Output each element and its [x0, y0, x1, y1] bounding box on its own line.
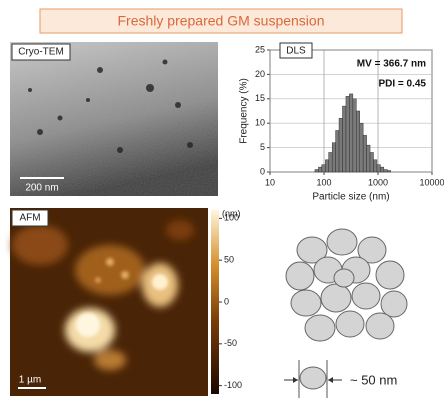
panel-label: Cryo-TEM: [18, 47, 64, 58]
bar: [339, 118, 342, 172]
bar: [336, 131, 339, 172]
annotation: MV = 366.7 nm: [357, 59, 426, 70]
scale-bar-label: 200 nm: [25, 183, 58, 194]
x-axis-label: Particle size (nm): [312, 192, 389, 203]
bar: [325, 160, 328, 172]
y-tick-label: 15: [255, 93, 265, 103]
bar: [318, 167, 321, 172]
particle-model: [286, 229, 407, 341]
colorbar-tick-label: -100: [224, 380, 242, 390]
arrow-head: [293, 377, 298, 383]
bar: [373, 160, 376, 172]
bar: [384, 170, 387, 172]
bar: [342, 106, 345, 172]
image-noise: [10, 42, 218, 196]
annotation: PDI = 0.45: [378, 79, 426, 90]
bar: [370, 152, 373, 172]
bar: [353, 99, 356, 172]
x-tick-label: 10000: [419, 177, 444, 187]
size-label: ~ 50 nm: [350, 372, 397, 387]
scale-bar-label: 1 µm: [19, 375, 41, 386]
y-tick-label: 10: [255, 118, 265, 128]
arrow-head: [328, 377, 333, 383]
bar: [377, 165, 380, 172]
x-tick-label: 1000: [368, 177, 388, 187]
y-tick-label: 25: [255, 44, 265, 54]
bar: [380, 167, 383, 172]
x-tick-label: 100: [316, 177, 331, 187]
bar: [387, 171, 390, 172]
panel-label: AFM: [19, 213, 40, 224]
bar: [315, 170, 319, 172]
colorbar-tick-label: 50: [224, 255, 234, 265]
y-tick-label: 20: [255, 69, 265, 79]
y-tick-label: 0: [260, 166, 265, 176]
bar: [349, 94, 352, 172]
figure: Freshly prepared GM suspension Cryo-TEM …: [0, 0, 444, 400]
size-indicator: ~ 50 nm: [284, 360, 397, 398]
bar: [363, 135, 366, 172]
y-axis-label: Frequency (%): [239, 78, 250, 144]
colorbar-tick-label: -50: [224, 338, 237, 348]
x-tick-label: 10: [265, 177, 275, 187]
bar: [346, 96, 349, 172]
afm-panel: AFM 1 µm (nm): [10, 208, 241, 396]
bar: [360, 123, 363, 172]
title: Freshly prepared GM suspension: [118, 13, 325, 29]
panel-label: DLS: [286, 46, 306, 57]
single-particle: [300, 367, 326, 389]
bar: [356, 111, 359, 172]
colorbar: [211, 210, 219, 394]
colorbar-tick-label: 0: [224, 296, 229, 306]
colorbar-tick-label: 100: [224, 213, 239, 223]
bar: [332, 143, 335, 172]
bar: [329, 152, 333, 172]
bar: [322, 165, 326, 172]
y-tick-label: 5: [260, 142, 265, 152]
bar: [367, 145, 370, 172]
cryo-tem-panel: Cryo-TEM 200 nm: [10, 42, 218, 196]
